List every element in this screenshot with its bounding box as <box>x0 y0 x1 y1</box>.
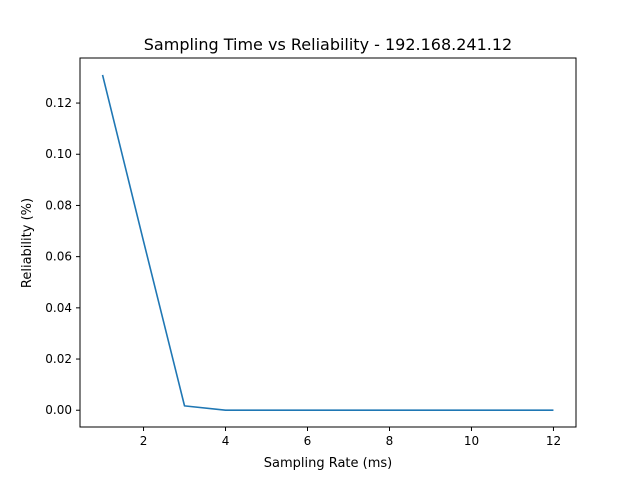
y-tick-label: 0.06 <box>45 250 72 264</box>
y-tick-label: 0.02 <box>45 352 72 366</box>
x-tick-label: 2 <box>140 434 148 448</box>
x-tick-label: 4 <box>222 434 230 448</box>
y-tick-label: 0.00 <box>45 403 72 417</box>
x-tick-label: 12 <box>546 434 561 448</box>
x-tick-label: 8 <box>386 434 394 448</box>
x-tick-label: 10 <box>464 434 479 448</box>
chart-title: Sampling Time vs Reliability - 192.168.2… <box>144 35 512 54</box>
y-tick-label: 0.08 <box>45 198 72 212</box>
y-tick-label: 0.10 <box>45 147 72 161</box>
y-axis-label: Reliability (%) <box>20 198 35 288</box>
x-axis-label: Sampling Rate (ms) <box>264 456 393 471</box>
y-tick-label: 0.04 <box>45 301 72 315</box>
y-tick-label: 0.12 <box>45 96 72 110</box>
x-tick-label: 6 <box>304 434 312 448</box>
